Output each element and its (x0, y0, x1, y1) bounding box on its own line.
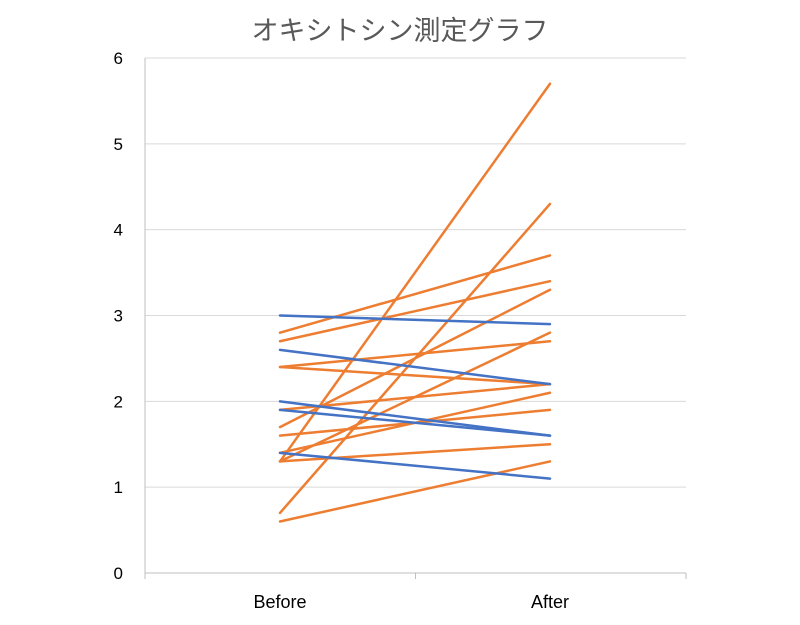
y-tick-label: 5 (114, 135, 123, 154)
x-category-label: After (531, 592, 569, 612)
series-line (278, 340, 552, 369)
series-line (278, 365, 552, 386)
series-line (278, 382, 552, 412)
y-tick-label: 1 (114, 478, 123, 497)
x-category-label: Before (253, 592, 306, 612)
y-tick-label: 2 (114, 392, 123, 411)
series-line (278, 348, 552, 386)
chart-title: オキシトシン測定グラフ (252, 16, 549, 47)
series-lines (278, 82, 552, 523)
y-tick-label: 3 (114, 307, 123, 326)
series-line (278, 288, 552, 429)
series-line (278, 400, 552, 437)
y-tick-label: 0 (114, 564, 123, 583)
y-tick-label: 4 (114, 221, 123, 240)
series-line (278, 451, 552, 480)
series-line (278, 82, 552, 463)
tick-labels: 0 1 2 3 4 5 6 Before After (114, 49, 569, 612)
series-line (278, 314, 552, 326)
series-line (278, 279, 552, 343)
series-line (278, 460, 552, 523)
gridlines (145, 57, 686, 488)
series-line (278, 254, 552, 334)
series-line (278, 408, 552, 437)
y-tick-label: 6 (114, 49, 123, 68)
axes (144, 58, 687, 579)
series-line (278, 443, 552, 463)
